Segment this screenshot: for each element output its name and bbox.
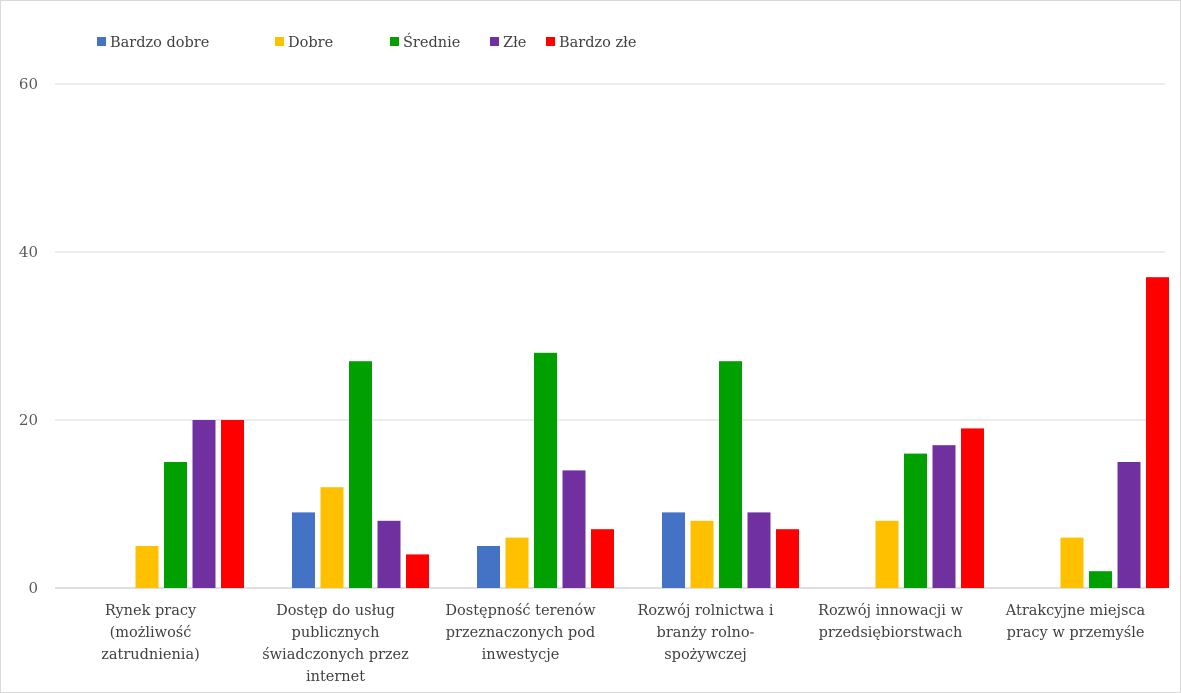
legend-swatch (97, 37, 106, 46)
category-label-line: branży rolno- (657, 625, 755, 641)
category-label-line: Rynek pracy (105, 603, 197, 619)
category-label-line: przedsiębiorstwach (819, 625, 963, 641)
bar[interactable] (406, 554, 429, 588)
bar[interactable] (505, 537, 529, 588)
bar[interactable] (192, 420, 216, 588)
category-label: Atrakcyjne miejsca pracy w przemyśle (1005, 603, 1146, 641)
bar[interactable] (221, 420, 244, 588)
bar[interactable] (349, 361, 372, 588)
bar[interactable] (904, 453, 927, 588)
x-axis-labels: Rynek pracy (możliwość zatrudnienia) Dostęp… (101, 603, 1145, 685)
category-label-line: Rozwój innowacji w (818, 603, 963, 619)
y-tick-label: 0 (28, 579, 38, 597)
bar[interactable] (1146, 277, 1169, 588)
legend-label: Złe (503, 35, 526, 51)
category-label-line: Dostęp do usług (276, 603, 395, 619)
bar[interactable] (591, 529, 614, 588)
category-label-line: Rozwój rolnictwa i (637, 603, 773, 619)
legend-swatch (490, 37, 499, 46)
y-tick-label: 20 (19, 411, 38, 429)
bar[interactable] (135, 546, 159, 588)
bar[interactable] (1060, 537, 1084, 588)
category-label-line: Dostępność terenów (445, 603, 596, 619)
legend-swatch (390, 37, 399, 46)
bar[interactable] (320, 487, 344, 588)
category-label-line: spożywczej (664, 647, 747, 663)
bar[interactable] (1117, 462, 1141, 588)
bars (135, 277, 1169, 588)
category-label: Dostęp do usług publicznych świadczonych p… (262, 603, 409, 685)
category-label-line: świadczonych przez (262, 647, 409, 663)
legend-swatch (275, 37, 284, 46)
y-axis-ticks: 0 20 40 60 (19, 75, 38, 597)
bar[interactable] (377, 520, 401, 588)
y-tick-label: 60 (19, 75, 38, 93)
category-label-line: przeznaczonych pod (446, 625, 595, 641)
legend-swatch (546, 37, 555, 46)
bar[interactable] (875, 520, 899, 588)
bar[interactable] (477, 546, 500, 588)
legend-label: Bardzo złe (559, 35, 636, 51)
category-label-line: pracy w przemyśle (1007, 625, 1145, 641)
bar[interactable] (961, 428, 984, 588)
bar[interactable] (690, 520, 714, 588)
legend-label: Dobre (288, 35, 333, 51)
bar[interactable] (562, 470, 586, 588)
category-label-line: publicznych (292, 625, 380, 641)
legend[interactable]: Bardzo dobre Dobre Średnie Złe Bardzo złe (97, 33, 636, 51)
bar[interactable] (747, 512, 771, 588)
category-label-line: internet (306, 669, 365, 685)
legend-label: Średnie (403, 33, 460, 51)
legend-item[interactable]: Bardzo dobre (97, 35, 209, 51)
category-label: Rozwój innowacji w przedsiębiorstwach (818, 603, 963, 641)
category-label: Dostępność terenów przeznaczonych pod inwe… (445, 603, 596, 663)
bar[interactable] (1089, 571, 1112, 588)
category-label: Rynek pracy (możliwość zatrudnienia) (101, 603, 200, 663)
category-label-line: zatrudnienia) (101, 647, 200, 663)
bar[interactable] (292, 512, 315, 588)
legend-item[interactable]: Dobre (275, 35, 333, 51)
bar[interactable] (534, 352, 557, 588)
bar[interactable] (719, 361, 742, 588)
category-label-line: Atrakcyjne miejsca (1005, 603, 1146, 619)
legend-item[interactable]: Średnie (390, 33, 460, 51)
category-label: Rozwój rolnictwa i branży rolno-spożywcze… (637, 603, 773, 663)
category-label-line: inwestycje (482, 647, 560, 663)
legend-label: Bardzo dobre (110, 35, 209, 51)
bar[interactable] (776, 529, 799, 588)
y-tick-label: 40 (19, 243, 38, 261)
category-label-line: (możliwość (110, 625, 192, 641)
bar[interactable] (932, 445, 956, 588)
legend-item[interactable]: Złe (490, 35, 526, 51)
legend-item[interactable]: Bardzo złe (546, 35, 636, 51)
bar[interactable] (164, 462, 187, 588)
bar[interactable] (662, 512, 685, 588)
